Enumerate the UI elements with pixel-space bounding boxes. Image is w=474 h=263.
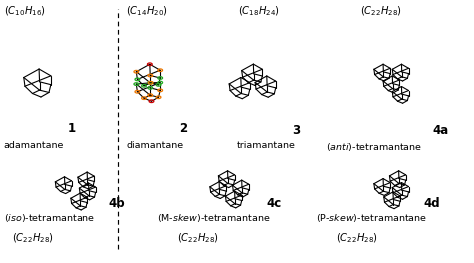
Text: $(C_{22}H_{28})$: $(C_{22}H_{28})$ [177, 231, 219, 245]
Text: $(C_{22}H_{28})$: $(C_{22}H_{28})$ [336, 231, 378, 245]
Text: $(C_{22}H_{28})$: $(C_{22}H_{28})$ [12, 231, 54, 245]
Text: ($\it{anti}$)-tetramantane: ($\it{anti}$)-tetramantane [326, 141, 422, 153]
Text: (M-$\it{skew}$)-tetramantane: (M-$\it{skew}$)-tetramantane [157, 212, 271, 224]
Text: 4a: 4a [433, 124, 449, 137]
Text: ($\it{iso}$)-tetramantane: ($\it{iso}$)-tetramantane [4, 212, 95, 224]
Text: $(C_{18}H_{24})$: $(C_{18}H_{24})$ [238, 4, 280, 18]
Text: (P-$\it{skew}$)-tetramantane: (P-$\it{skew}$)-tetramantane [316, 212, 427, 224]
Text: $(C_{14}H_{20})$: $(C_{14}H_{20})$ [126, 4, 168, 18]
Text: 1: 1 [67, 122, 75, 135]
Text: 3: 3 [292, 124, 301, 137]
Text: 4d: 4d [423, 197, 440, 210]
Text: diamantane: diamantane [126, 141, 183, 150]
Text: 2: 2 [180, 122, 188, 135]
Text: 4c: 4c [266, 197, 282, 210]
Text: 4b: 4b [109, 197, 126, 210]
Text: $(C_{22}H_{28})$: $(C_{22}H_{28})$ [360, 4, 402, 18]
Text: $(C_{10}H_{16})$: $(C_{10}H_{16})$ [4, 4, 46, 18]
Text: adamantane: adamantane [4, 141, 64, 150]
Text: triamantane: triamantane [237, 141, 296, 150]
